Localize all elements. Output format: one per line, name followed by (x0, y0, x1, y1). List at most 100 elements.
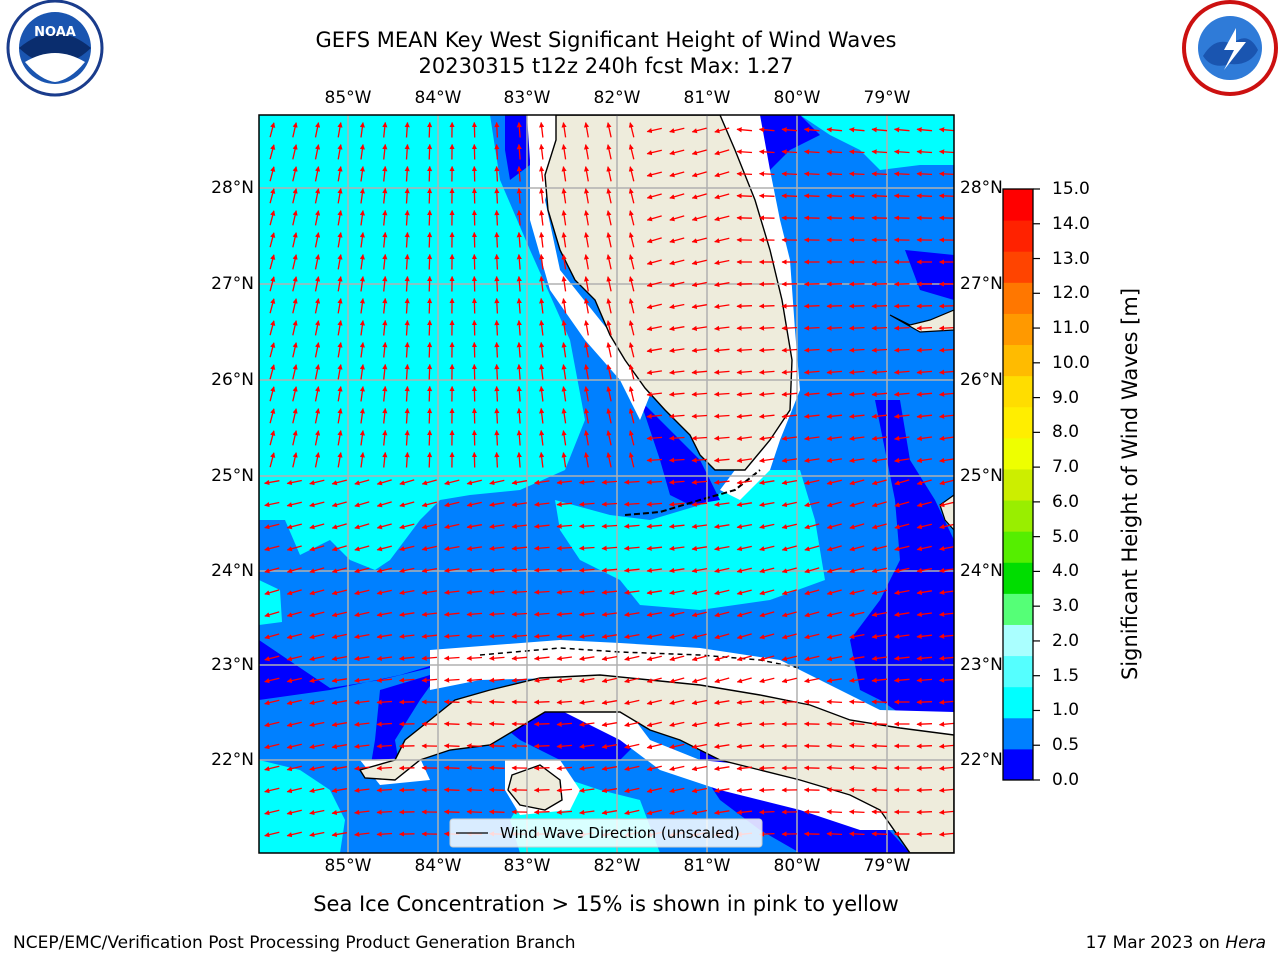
wind-wave-arrow (359, 210, 365, 226)
wind-wave-arrow (871, 325, 888, 331)
wind-wave-arrow (781, 523, 797, 530)
wind-wave-arrow (646, 391, 662, 397)
wind-wave-arrow (382, 231, 388, 248)
wind-wave-arrow (669, 589, 685, 596)
wind-wave-arrow (494, 385, 500, 402)
wind-wave-arrow (404, 407, 410, 424)
wind-wave-arrow (539, 385, 545, 402)
wind-wave-arrow (561, 254, 567, 270)
wind-wave-arrow (511, 633, 528, 639)
wind-wave-arrow (404, 165, 410, 182)
wind-wave-arrow (427, 165, 433, 182)
wind-wave-arrow (314, 408, 321, 424)
wind-wave-arrow (331, 655, 348, 662)
wind-wave-arrow (714, 237, 730, 244)
wind-wave-arrow (759, 523, 775, 530)
wind-wave-arrow (826, 611, 842, 618)
wind-wave-arrow (427, 209, 433, 226)
wind-wave-arrow (354, 611, 370, 618)
wind-wave-arrow (556, 699, 573, 705)
wind-wave-arrow (894, 633, 910, 639)
wind-wave-arrow (916, 721, 933, 727)
wind-wave-arrow (714, 193, 730, 200)
wind-wave-arrow (292, 122, 298, 138)
wind-wave-arrow (466, 633, 483, 639)
wind-wave-arrow (466, 809, 483, 815)
wind-wave-arrow (893, 655, 910, 661)
wind-wave-arrow (516, 429, 522, 446)
wind-wave-arrow (264, 611, 280, 618)
wind-wave-arrow (292, 254, 298, 270)
wind-wave-arrow (539, 253, 545, 270)
wind-wave-arrow (533, 655, 550, 661)
wind-wave-arrow (713, 369, 730, 375)
wind-wave-arrow (758, 413, 775, 419)
wind-wave-arrow (894, 589, 910, 596)
wind-wave-arrow (331, 677, 348, 684)
wind-wave-arrow (421, 479, 437, 486)
wind-wave-arrow (376, 523, 392, 530)
wind-wave-arrow (516, 187, 522, 204)
wind-wave-arrow (331, 787, 348, 794)
wind-wave-arrow (938, 127, 954, 133)
wind-wave-arrow (916, 743, 933, 749)
wind-wave-arrow (443, 743, 460, 749)
wind-wave-arrow (628, 210, 635, 226)
wind-wave-arrow (804, 567, 820, 574)
wind-wave-arrow (466, 677, 483, 683)
wind-wave-arrow (359, 452, 365, 468)
wind-wave-arrow (421, 655, 438, 661)
wind-wave-arrow (916, 611, 932, 617)
wind-wave-arrow (359, 342, 365, 358)
wind-wave-arrow (376, 721, 393, 727)
wind-wave-arrow (781, 127, 798, 133)
wind-wave-arrow (871, 303, 888, 309)
wind-wave-arrow (516, 231, 522, 248)
wind-wave-arrow (359, 276, 365, 292)
wind-wave-arrow (848, 369, 865, 375)
wind-wave-arrow (646, 303, 662, 310)
wind-wave-arrow (601, 633, 618, 640)
wind-wave-arrow (628, 452, 635, 468)
wind-wave-arrow (736, 149, 753, 155)
map-area (259, 115, 954, 853)
noaa-logo: NOAA (6, 0, 104, 97)
wind-wave-arrow (382, 121, 388, 138)
lon-tick-bottom: 83°W (503, 856, 551, 876)
wind-wave-arrow (849, 677, 865, 683)
wind-wave-arrow (736, 611, 752, 618)
wind-wave-arrow (488, 655, 505, 661)
wind-wave-arrow (691, 677, 707, 684)
wind-wave-arrow (533, 787, 550, 793)
wind-wave-arrow (826, 347, 843, 353)
colorbar-tick-label: 1.5 (1052, 665, 1080, 686)
wind-wave-arrow (758, 347, 775, 353)
lat-tick-left: 25°N (211, 466, 254, 486)
wind-wave-arrow (404, 275, 410, 292)
wind-wave-arrow (849, 523, 865, 530)
wind-wave-arrow (359, 166, 365, 182)
wind-wave-arrow (539, 121, 545, 138)
wind-wave-arrow (579, 809, 595, 815)
wind-wave-arrow (669, 787, 685, 794)
wind-wave-arrow (314, 364, 321, 380)
wind-wave-arrow (561, 320, 567, 336)
wind-wave-arrow (601, 787, 618, 794)
wind-wave-arrow (848, 127, 865, 133)
wind-wave-arrow (516, 209, 522, 226)
lon-tick-top: 80°W (773, 88, 821, 108)
wind-wave-arrow (916, 831, 933, 837)
wind-wave-arrow (893, 391, 910, 397)
lat-tick-left: 22°N (211, 750, 254, 770)
wind-wave-arrow (781, 325, 798, 331)
wind-wave-arrow (399, 567, 415, 574)
wind-wave-arrow (516, 319, 522, 336)
wind-wave-arrow (269, 430, 276, 446)
lon-tick-bottom: 82°W (593, 856, 641, 876)
wind-wave-arrow (826, 765, 843, 771)
colorbar-segment (1003, 686, 1033, 719)
land-florida (544, 115, 793, 471)
wind-wave-arrow (871, 655, 887, 661)
wind-wave-arrow (916, 479, 932, 486)
wind-wave-arrow (849, 611, 865, 618)
